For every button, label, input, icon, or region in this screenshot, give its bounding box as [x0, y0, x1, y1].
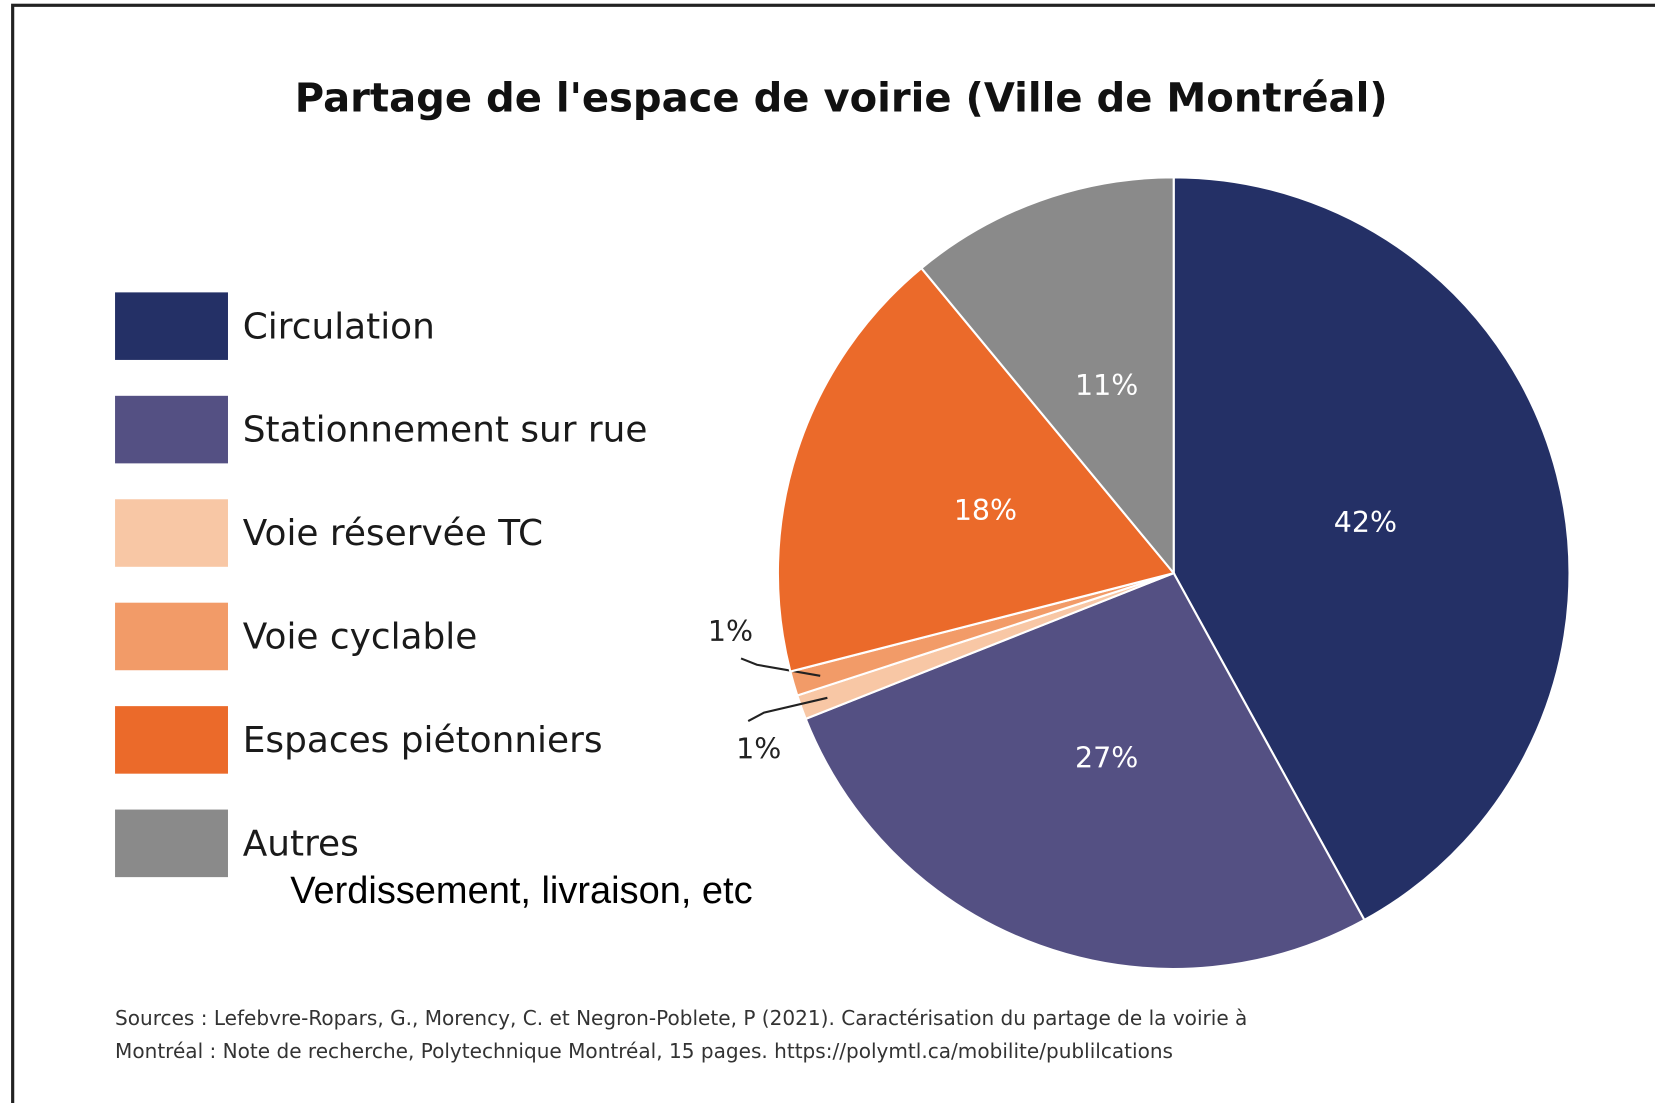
frame	[11, 3, 1655, 1103]
pie-slice	[1172, 176, 1571, 922]
pie-slice	[804, 571, 1366, 970]
source-line: Montréal : Note de recherche, Polytechni…	[115, 1039, 1173, 1063]
legend-label: Voie cyclable	[243, 617, 478, 658]
legend-swatch	[115, 395, 228, 464]
slice-label: 1%	[736, 733, 781, 766]
slice-label: 18%	[954, 494, 1017, 527]
legend-swatch	[115, 706, 228, 774]
leader-line	[747, 696, 828, 722]
slice-label: 1%	[708, 615, 753, 648]
chart-title: Partage de l'espace de voirie (Ville de …	[295, 75, 1388, 121]
legend-label: Autres	[243, 823, 359, 864]
slice-label: 11%	[1075, 369, 1138, 402]
legend-swatch	[115, 602, 228, 671]
leader-line	[740, 657, 821, 677]
legend-label: Stationnement sur rue	[243, 410, 648, 451]
legend-label: Voie réservée TC	[243, 513, 543, 554]
source-line: Sources : Lefebvre-Ropars, G., Morency, …	[115, 1006, 1247, 1030]
pie-slice	[919, 176, 1175, 577]
legend-label: Circulation	[243, 306, 435, 347]
slice-label: 27%	[1075, 741, 1138, 774]
legend-swatch	[115, 499, 228, 567]
legend-swatch	[115, 292, 228, 360]
slice-label: 42%	[1334, 506, 1397, 539]
legend-swatch	[115, 809, 228, 878]
annotation: Verdissement, livraison, etc	[290, 870, 752, 912]
pie-slice	[776, 266, 1176, 673]
legend-label: Espaces piétonniers	[243, 720, 603, 761]
